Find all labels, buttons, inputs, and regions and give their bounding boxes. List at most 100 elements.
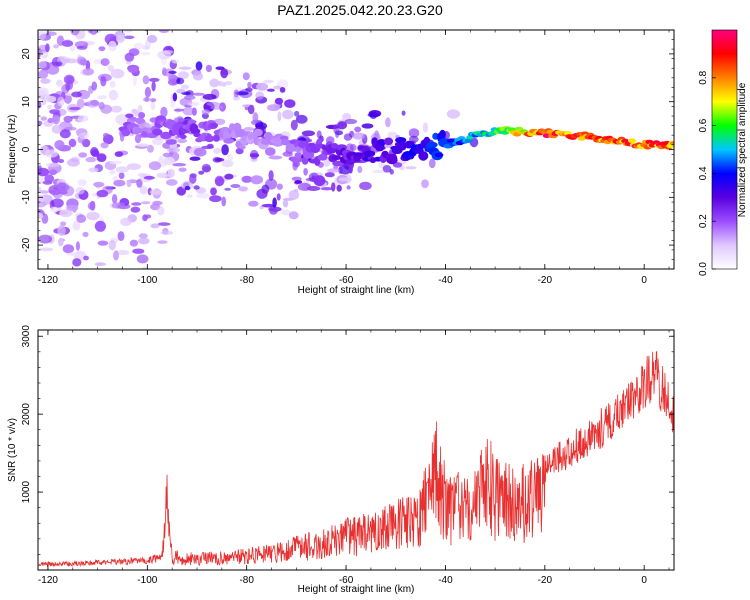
heatmap-cell <box>109 80 116 88</box>
snr-panel: -120 -100 -80 -60 -40 -20 0 1000 2000 3000 Heigh… <box>7 325 675 595</box>
heatmap-cell <box>301 130 315 137</box>
x-tick-label: 0 <box>641 275 647 286</box>
heatmap-cell <box>235 128 247 138</box>
heatmap-cell <box>288 190 300 200</box>
heatmap-cell <box>172 163 186 167</box>
heatmap-cell <box>138 237 150 245</box>
heatmap-cell <box>121 129 131 137</box>
heatmap-cell <box>191 107 197 116</box>
heatmap-cell <box>336 184 342 192</box>
heatmap-cell <box>242 72 250 81</box>
x-tick-label: 0 <box>641 575 647 586</box>
heatmap-cell <box>176 88 185 94</box>
y-tick-label: 1000 <box>21 481 32 504</box>
heatmap-cell <box>167 78 179 86</box>
colorbar-tick-label: 0.2 <box>698 214 709 228</box>
heatmap-cell <box>346 185 351 190</box>
chart-title: PAZ1.2025.042.20.23.G20 <box>277 2 443 18</box>
x-tick-label: -80 <box>239 275 254 286</box>
heatmap-cell <box>53 44 59 49</box>
heatmap-cell <box>98 46 106 52</box>
heatmap-cell <box>212 134 220 142</box>
heatmap-cell <box>337 121 348 130</box>
heatmap-cell <box>190 128 201 135</box>
heatmap-cell <box>138 233 148 239</box>
heatmap-cell <box>38 69 49 79</box>
heatmap-cell <box>59 129 71 139</box>
heatmap-cell <box>93 181 105 188</box>
heatmap-cell <box>628 138 636 143</box>
heatmap-cell <box>361 123 374 129</box>
heatmap-cell <box>157 50 172 60</box>
heatmap-cell <box>434 152 444 158</box>
heatmap-cell <box>326 168 341 173</box>
heatmap-cell <box>158 30 170 33</box>
heatmap-cell <box>88 167 99 173</box>
heatmap-cell <box>78 90 91 100</box>
heatmap-cell <box>282 199 289 208</box>
heatmap-cell <box>353 152 365 157</box>
colorbar-tick-label: 0.8 <box>698 70 709 84</box>
heatmap-cell <box>238 186 248 192</box>
heatmap-cell <box>102 132 110 139</box>
heatmap-cell <box>202 93 217 100</box>
heatmap-cell <box>176 77 185 85</box>
heatmap-cell <box>266 88 275 92</box>
heatmap-cell <box>276 183 283 190</box>
snr-plot-area <box>38 330 674 570</box>
heatmap-cell <box>138 112 146 119</box>
heatmap-cell <box>57 96 65 107</box>
heatmap-cell <box>41 97 47 106</box>
heatmap-cell <box>122 30 133 33</box>
heatmap-cell <box>221 196 226 207</box>
heatmap-cell <box>233 89 239 98</box>
heatmap-cell <box>163 156 175 165</box>
heatmap-cell <box>256 188 268 199</box>
heatmap-cell <box>154 19 166 25</box>
heatmap-cell <box>90 99 100 106</box>
heatmap-cell <box>113 179 126 187</box>
heatmap-cell <box>193 185 200 190</box>
heatmap-cell <box>151 81 156 92</box>
heatmap-cell <box>166 179 178 186</box>
heatmap-cell <box>139 185 148 195</box>
heatmap-cell <box>108 240 117 251</box>
heatmap-cell <box>142 75 150 85</box>
heatmap-cell <box>124 35 135 40</box>
heatmap-cell <box>42 0 50 4</box>
heatmap-cell <box>277 111 282 122</box>
colorbar-tick-label: 0.0 <box>698 262 709 276</box>
heatmap-cell <box>223 138 235 144</box>
x-tick-label: -40 <box>438 575 453 586</box>
heatmap-cell <box>83 255 89 261</box>
snr-x-axis-label: Height of straight line (km) <box>298 584 415 595</box>
heatmap-cell <box>137 104 143 113</box>
y-tick-label: 2000 <box>21 403 32 426</box>
heatmap-cell <box>150 223 160 229</box>
heatmap-cell <box>354 126 362 133</box>
heatmap-cell <box>230 184 241 188</box>
heatmap-cell <box>338 177 352 182</box>
heatmap-cell <box>241 175 253 183</box>
snr-x-ticks: -120 -100 -80 -60 -40 -20 0 <box>38 330 670 586</box>
heatmap-cell <box>111 194 118 204</box>
heatmap-cell <box>75 187 85 195</box>
heatmap-cell <box>89 200 96 211</box>
heatmap-cell <box>66 158 80 167</box>
heatmap-cell <box>83 44 88 49</box>
heatmap-cell <box>57 159 65 163</box>
heatmap-cell <box>109 169 116 175</box>
heatmap-cell <box>150 101 156 111</box>
heatmap-cell <box>92 7 102 15</box>
heatmap-cell <box>39 247 54 252</box>
heatmap-cell <box>62 244 75 254</box>
heatmap-cell <box>147 34 158 44</box>
x-tick-label: -60 <box>339 575 354 586</box>
x-tick-label: -40 <box>438 275 453 286</box>
heatmap-cell <box>235 147 244 155</box>
x-tick-label: -80 <box>239 575 254 586</box>
heatmap-cell <box>142 45 149 50</box>
heatmap-cell <box>132 76 137 86</box>
heatmap-cell <box>171 59 180 64</box>
heatmap-cell <box>91 81 98 91</box>
